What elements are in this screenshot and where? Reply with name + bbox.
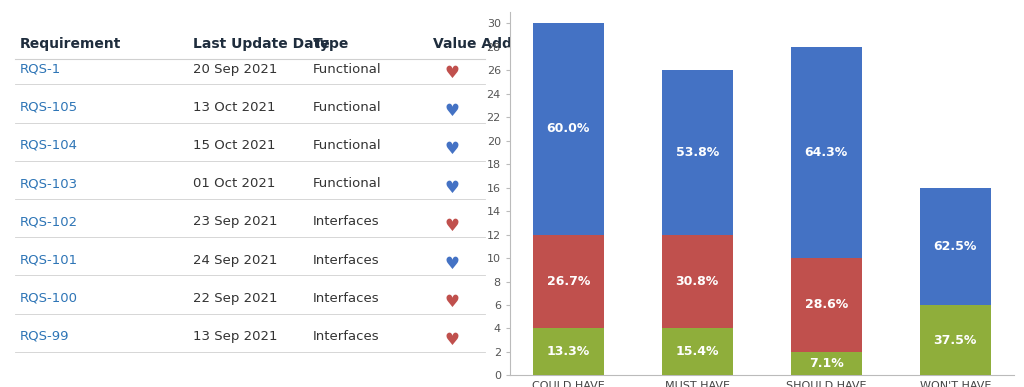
Bar	[532, 23, 604, 235]
Text: 20 Sep 2021: 20 Sep 2021	[193, 63, 276, 75]
Text: Interfaces: Interfaces	[312, 215, 379, 228]
Text: Interfaces: Interfaces	[312, 292, 379, 305]
Bar	[791, 258, 862, 352]
Text: 53.8%: 53.8%	[676, 146, 719, 159]
Bar	[662, 235, 733, 329]
Text: RQS-1: RQS-1	[19, 63, 61, 75]
Text: RQS-99: RQS-99	[19, 330, 70, 343]
Text: ♥: ♥	[444, 140, 459, 158]
Bar	[791, 47, 862, 258]
Text: 62.5%: 62.5%	[934, 240, 977, 253]
Text: 23 Sep 2021: 23 Sep 2021	[193, 215, 278, 228]
Text: Interfaces: Interfaces	[312, 253, 379, 267]
Text: ♥: ♥	[444, 217, 459, 235]
Text: 60.0%: 60.0%	[547, 122, 590, 135]
Text: RQS-105: RQS-105	[19, 101, 78, 114]
Text: 13.3%: 13.3%	[547, 346, 590, 358]
Text: RQS-100: RQS-100	[19, 292, 78, 305]
Text: 13 Sep 2021: 13 Sep 2021	[193, 330, 278, 343]
Text: Functional: Functional	[312, 177, 381, 190]
Text: 15.4%: 15.4%	[676, 346, 719, 358]
Bar	[791, 352, 862, 375]
Text: Requirement: Requirement	[19, 37, 121, 51]
Text: 13 Oct 2021: 13 Oct 2021	[193, 101, 275, 114]
Text: Functional: Functional	[312, 101, 381, 114]
Text: ♥: ♥	[444, 331, 459, 349]
Text: ♥: ♥	[444, 102, 459, 120]
Text: 15 Oct 2021: 15 Oct 2021	[193, 139, 275, 152]
Text: 7.1%: 7.1%	[809, 357, 844, 370]
Text: Functional: Functional	[312, 139, 381, 152]
Bar	[662, 329, 733, 375]
Text: Functional: Functional	[312, 63, 381, 75]
Text: ♥: ♥	[444, 255, 459, 273]
Text: 64.3%: 64.3%	[805, 146, 848, 159]
Text: RQS-104: RQS-104	[19, 139, 78, 152]
Text: ♥: ♥	[444, 178, 459, 197]
Bar	[920, 305, 991, 375]
Text: 01 Oct 2021: 01 Oct 2021	[193, 177, 275, 190]
Text: RQS-101: RQS-101	[19, 253, 78, 267]
Bar	[662, 70, 733, 235]
Text: 22 Sep 2021: 22 Sep 2021	[193, 292, 278, 305]
Text: 37.5%: 37.5%	[934, 334, 977, 347]
Text: RQS-102: RQS-102	[19, 215, 78, 228]
Bar	[532, 235, 604, 329]
Text: 28.6%: 28.6%	[805, 298, 848, 312]
Text: 24 Sep 2021: 24 Sep 2021	[193, 253, 276, 267]
Bar	[532, 329, 604, 375]
Text: Type: Type	[312, 37, 349, 51]
Text: ♥: ♥	[444, 293, 459, 311]
Text: Last Update Date: Last Update Date	[193, 37, 330, 51]
Text: Value Added: Value Added	[432, 37, 530, 51]
Text: 26.7%: 26.7%	[547, 275, 590, 288]
Bar	[920, 188, 991, 305]
Text: RQS-103: RQS-103	[19, 177, 78, 190]
Text: 30.8%: 30.8%	[676, 275, 719, 288]
Text: Interfaces: Interfaces	[312, 330, 379, 343]
Text: ♥: ♥	[444, 64, 459, 82]
